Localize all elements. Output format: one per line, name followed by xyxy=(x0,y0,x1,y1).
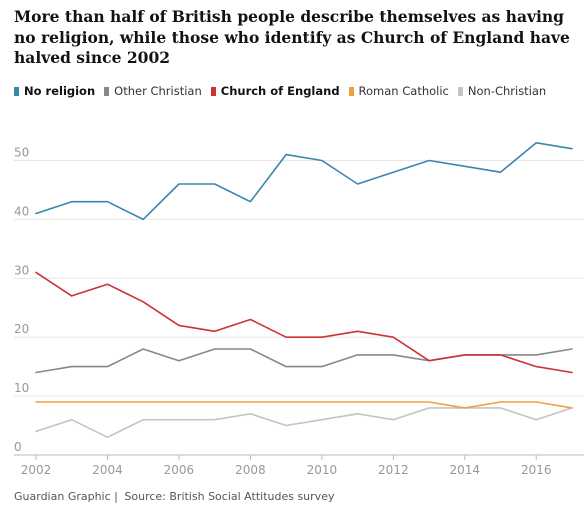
legend-swatch xyxy=(457,86,463,96)
y-tick-label: 30 xyxy=(14,263,29,277)
series-line-other-christian xyxy=(35,348,573,374)
x-tick-label: 2002 xyxy=(21,463,52,477)
series-line-roman-catholic xyxy=(35,401,573,409)
footer-source: Source: British Social Attitudes survey xyxy=(124,490,335,503)
legend-swatch xyxy=(348,86,354,96)
legend-swatch xyxy=(14,86,19,96)
footer-separator: | xyxy=(114,490,118,503)
y-tick-label: 10 xyxy=(14,381,29,395)
series-line-non-christian xyxy=(35,407,573,439)
legend-label: Roman Catholic xyxy=(358,84,449,98)
y-tick-label: 40 xyxy=(14,204,29,218)
legend-item-roman-catholic: Roman Catholic xyxy=(348,84,449,98)
chart-footer: Guardian Graphic | Source: British Socia… xyxy=(14,490,334,503)
y-tick-label: 0 xyxy=(14,440,22,454)
chart-title: More than half of British people describ… xyxy=(14,7,570,67)
x-tick-label: 2008 xyxy=(235,463,266,477)
legend-swatch xyxy=(104,86,110,96)
legend-label: No religion xyxy=(24,84,96,98)
x-tick-label: 2010 xyxy=(307,463,338,477)
x-tick-label: 2016 xyxy=(521,463,552,477)
line-chart: 0 10 20 30 40 50 2002 2004 2006 2008 2010 2012 2014 2… xyxy=(14,141,584,477)
footer-credit: Guardian Graphic xyxy=(14,490,111,503)
legend-item-other-christian: Other Christian xyxy=(104,84,202,98)
legend-label: Church of England xyxy=(220,84,340,98)
y-tick-label: 20 xyxy=(14,322,29,336)
legend-item-non-christian: Non-Christian xyxy=(457,84,547,98)
x-tick-label: 2014 xyxy=(450,463,481,477)
chart-legend: No religion Other Christian Church of Engl… xyxy=(14,83,555,99)
x-tick-label: 2012 xyxy=(378,463,409,477)
x-tick-label: 2004 xyxy=(92,463,123,477)
legend-label: Other Christian xyxy=(114,84,202,98)
legend-item-church-of-england: Church of England xyxy=(210,84,340,98)
y-tick-label: 50 xyxy=(14,145,29,159)
series-line-church-of-england xyxy=(35,271,573,374)
legend-label: Non-Christian xyxy=(467,84,547,98)
x-tick-label: 2006 xyxy=(164,463,195,477)
legend-swatch xyxy=(210,86,216,96)
legend-item-no-religion: No religion xyxy=(14,84,95,98)
series-line-no-religion xyxy=(35,141,573,221)
